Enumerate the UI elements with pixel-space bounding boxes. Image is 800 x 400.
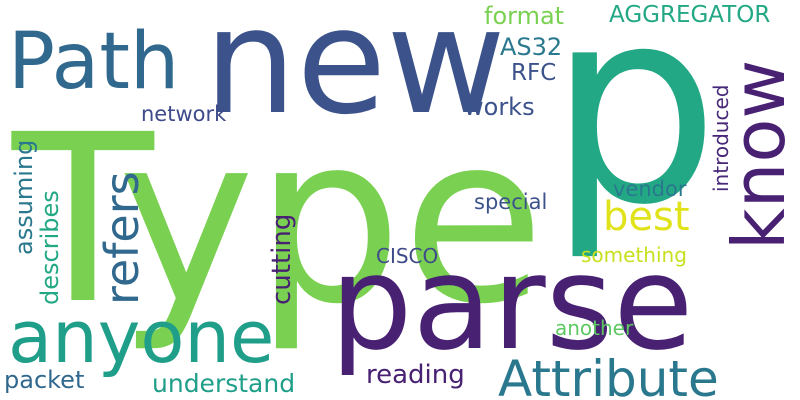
- word-anyone: anyone: [8, 295, 274, 379]
- word-refers: refers: [95, 171, 149, 305]
- word-cutting: cutting: [267, 214, 297, 305]
- word-best: best: [603, 194, 690, 240]
- word-works: works: [464, 93, 535, 121]
- word-assuming: assuming: [10, 140, 38, 255]
- word-network: network: [141, 102, 227, 126]
- word-parse: parse: [330, 227, 693, 379]
- word-attribute: Attribute: [498, 350, 719, 400]
- word-path: Path: [8, 17, 179, 107]
- word-reading: reading: [366, 360, 465, 390]
- word-introduced: introduced: [709, 85, 733, 192]
- word-understand: understand: [152, 369, 295, 398]
- word-another: another: [555, 316, 634, 340]
- word-special: special: [474, 190, 547, 214]
- word-packet: packet: [4, 366, 84, 394]
- word-cisco: CISCO: [376, 244, 438, 268]
- word-p: p: [548, 0, 719, 264]
- word-aggregator: AGGREGATOR: [609, 2, 770, 28]
- word-format: format: [484, 2, 564, 30]
- word-describes: describes: [36, 190, 64, 305]
- word-something: something: [581, 243, 687, 267]
- word-type: Type: [11, 85, 545, 355]
- word-know: know: [717, 60, 800, 250]
- word-new: new: [204, 0, 506, 147]
- word-as32: AS32: [500, 33, 562, 61]
- word-rfc: RFC: [511, 60, 556, 86]
- word-vendor: vendor: [613, 177, 687, 201]
